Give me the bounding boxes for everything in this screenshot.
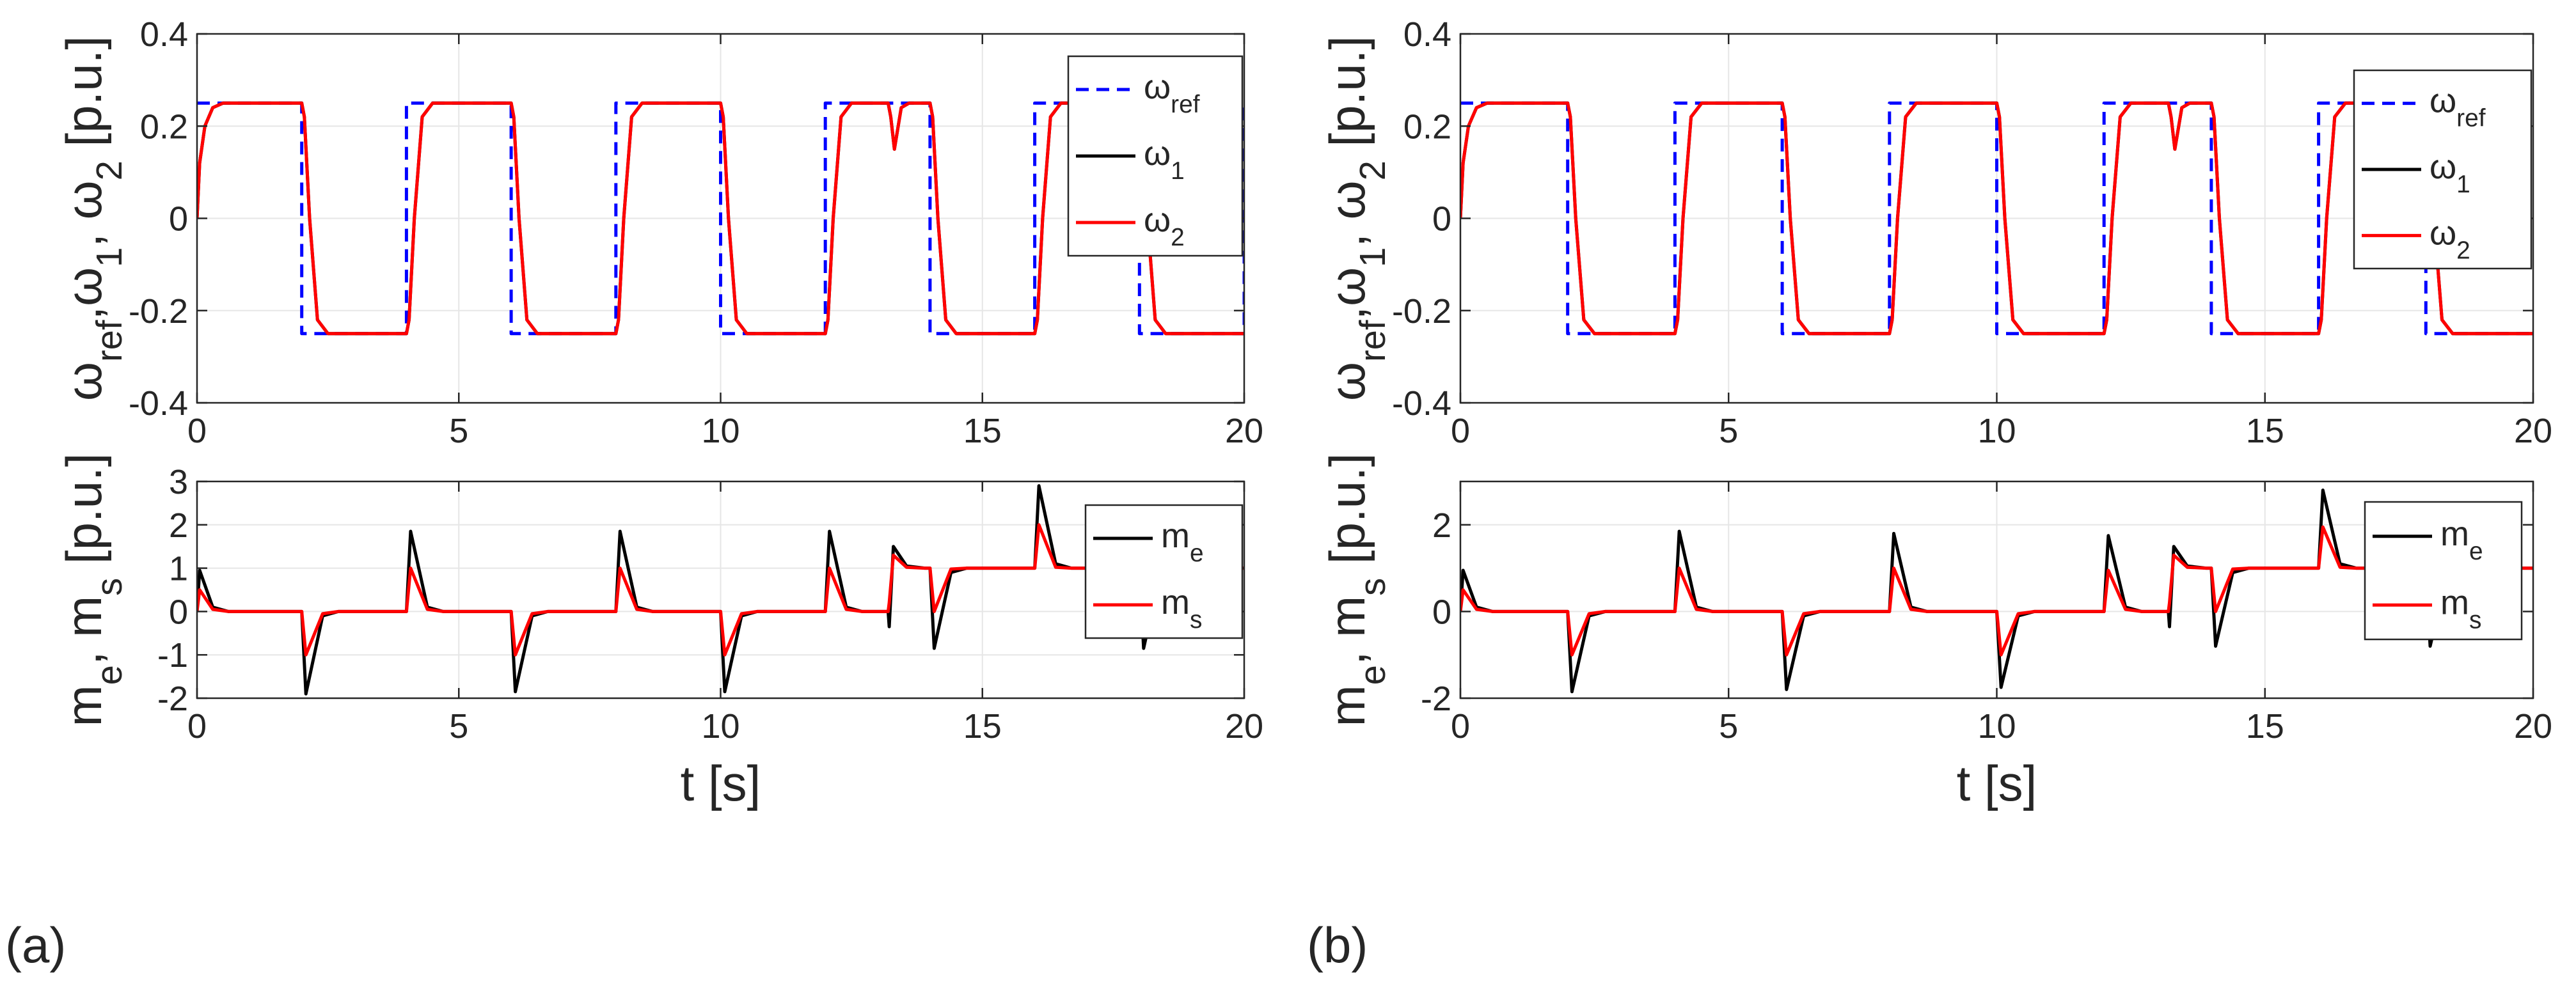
x-tick-label: 5 [1719,412,1738,450]
y-tick-label: -0.2 [1392,292,1451,331]
legend-label: ω2 [1144,201,1185,251]
x-axis-label: t [s] [1957,755,2037,811]
x-tick-label: 0 [187,707,207,746]
y-tick-label: -0.2 [129,292,188,331]
legend-label: ω1 [1144,134,1185,185]
x-tick-label: 15 [963,412,1002,450]
y-tick-label: 0.4 [1403,15,1451,54]
chart-2: 0 5 10 15 20 -2 -1 0 1 2 3 me, ms [p.u.] t [s] me ms [56,453,1263,811]
x-tick-label: 15 [2246,707,2284,746]
series-line-3 [197,101,1244,336]
y-axis-label: ωref,ω1, ω2 [p.u.] [1319,36,1393,401]
y-axis-label: me, ms [p.u.] [1319,453,1393,727]
y-axis-label: me, ms [p.u.] [56,453,129,727]
y-tick-label: 2 [1432,506,1451,545]
legend: ωref ω1 ω2 [1067,55,1244,257]
y-axis-label: ωref,ω1, ω2 [p.u.] [56,36,129,401]
legend-box [1084,504,1244,639]
series-line-2 [197,523,1244,657]
series-line-3 [1460,101,2533,336]
x-tick-label: 10 [1977,707,2016,746]
legend-label: ωref [2430,82,2486,132]
legend: ωref ω1 ω2 [2353,69,2533,270]
y-tick-label: 0 [1432,593,1451,631]
series-line-1 [1460,101,2533,336]
x-tick-label: 20 [2514,412,2552,450]
x-tick-label: 10 [701,412,739,450]
x-tick-label: 0 [1451,707,1470,746]
legend-label: ω2 [2430,214,2470,264]
legend-label: me [1161,517,1204,567]
legend-label: me [2440,515,2483,565]
y-tick-label: 0 [1432,200,1451,238]
legend: me ms [1084,504,1244,639]
legend-label: ms [1161,583,1202,634]
y-tick-label: 0.4 [140,15,188,54]
x-tick-label: 20 [2514,707,2552,746]
y-tick-label: 0.2 [1403,107,1451,146]
legend-label: ms [2440,583,2481,634]
x-tick-label: 20 [1225,412,1263,450]
x-tick-label: 15 [963,707,1002,746]
x-tick-label: 5 [449,707,468,746]
x-tick-label: 10 [701,707,739,746]
x-tick-label: 10 [1977,412,2016,450]
legend-label: ω1 [2430,148,2470,198]
x-axis-label: t [s] [681,755,761,811]
x-tick-label: 5 [1719,707,1738,746]
panel-label-b: (b) [1307,917,1368,973]
panel-label-a: (a) [5,917,66,973]
y-tick-label: 2 [169,506,188,545]
chart-1: 0 5 10 15 20 -0.4 -0.2 0 0.2 0.4 ωref,ω1, ω2 [p.u.… [56,15,1263,450]
legend: me ms [2364,501,2523,641]
y-tick-label: 3 [169,463,188,501]
y-tick-label: -1 [157,636,188,675]
y-tick-label: -0.4 [129,384,188,423]
y-tick-label: -2 [157,680,188,718]
y-tick-label: 0 [169,200,188,238]
y-tick-label: -0.4 [1392,384,1451,423]
x-tick-label: 15 [2246,412,2284,450]
y-tick-label: 1 [169,550,188,588]
x-tick-label: 0 [1451,412,1470,450]
y-tick-label: -2 [1421,680,1451,718]
legend-label: ωref [1144,68,1200,118]
x-tick-label: 5 [449,412,468,450]
y-tick-label: 0.2 [140,107,188,146]
y-tick-label: 0 [169,593,188,631]
chart-3: 0 5 10 15 20 -0.4 -0.2 0 0.2 0.4 ωref,ω1, ω2 [p.u.… [1319,15,2552,450]
legend-box [2364,501,2523,641]
x-tick-label: 0 [187,412,207,450]
series-line-2 [1460,525,2533,657]
x-tick-label: 20 [1225,707,1263,746]
